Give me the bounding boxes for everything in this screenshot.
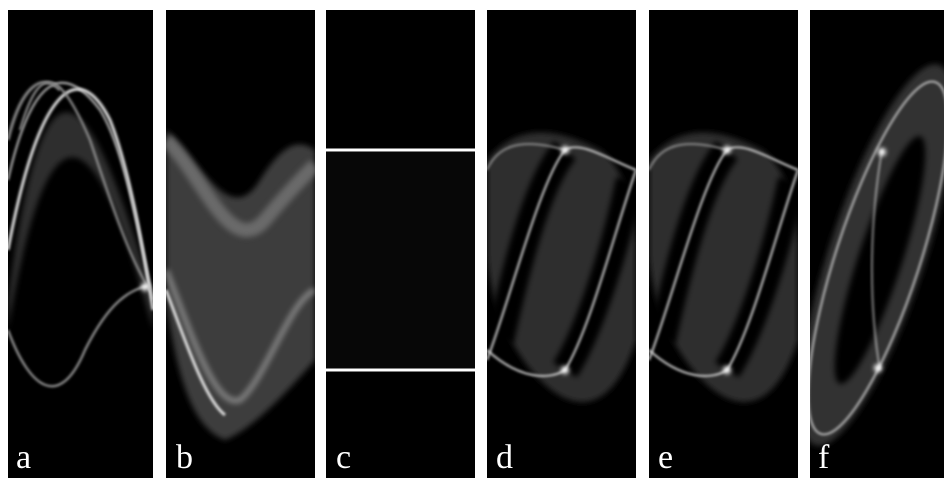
panel-b [166, 10, 315, 478]
page: a b c d e f (() => { const data = JSON.p… [0, 0, 944, 478]
panel-label: f [818, 439, 830, 476]
panel-a [8, 10, 153, 478]
panel-e [649, 10, 798, 478]
panel-label: c [336, 439, 351, 476]
panel-label: b [176, 439, 193, 476]
figure: a b c d e f [0, 0, 944, 478]
bright-spot [561, 146, 569, 154]
bright-spot [723, 146, 731, 154]
bright-spot [561, 366, 569, 374]
bright-spot [723, 366, 731, 374]
bright-spot [874, 364, 882, 372]
bright-spot [141, 283, 149, 291]
panel-label: d [496, 439, 513, 476]
panel-label: e [658, 439, 673, 476]
panel-d [487, 10, 636, 478]
panel-label: a [16, 439, 31, 476]
bright-spot [878, 148, 886, 156]
band [326, 152, 475, 368]
panel-c [326, 10, 475, 478]
